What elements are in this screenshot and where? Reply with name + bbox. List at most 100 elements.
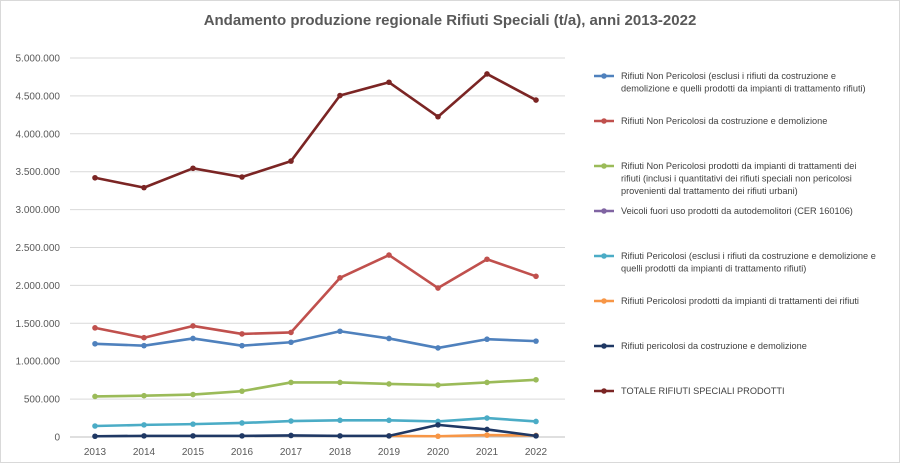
data-point [288,432,294,439]
x-tick-label: 2021 [476,447,499,458]
x-tick-label: 2020 [427,447,450,458]
x-tick-label: 2017 [280,447,303,458]
data-point [435,285,441,291]
legend-label: Veicoli fuori uso prodotti da autodemoli… [621,206,853,216]
data-point [288,329,294,336]
legend-label: Rifiuti pericolosi da costruzione e demo… [621,341,807,351]
data-point [288,158,294,164]
data-point [92,423,98,429]
legend-item: Rifiuti pericolosi da costruzione e demo… [594,341,807,351]
data-point [288,418,294,424]
data-point [190,433,196,439]
data-point [92,325,98,331]
data-point [533,418,539,425]
legend-swatch-marker [601,118,607,124]
legend-label: Rifiuti Non Pericolosi prodotti da impia… [621,161,856,171]
legend-label: provenienti dal trattamento dei rifiuti … [621,186,798,196]
data-point [141,433,147,439]
data-point [435,422,441,428]
y-tick-label: 2.000.000 [16,281,61,292]
legend-item: TOTALE RIFIUTI SPECIALI PRODOTTI [594,386,785,396]
data-point [533,97,539,103]
data-point [386,79,392,86]
legend-label: Rifiuti Pericolosi prodotti da impianti … [621,296,859,306]
data-point [337,328,343,335]
data-point [92,174,98,181]
data-point [141,422,147,428]
data-point [484,336,490,343]
series-line [93,423,538,438]
data-point [190,323,196,329]
data-point [386,433,392,439]
legend-label: demolizione e quelli prodotti da impiant… [621,84,866,94]
legend-label: Rifiuti Non Pericolosi da costruzione e … [621,116,827,126]
series-line [93,416,538,428]
legend-label: TOTALE RIFIUTI SPECIALI PRODOTTI [621,386,785,396]
data-point [337,433,343,439]
legend-label: rifiuti (inclusi i quantitativi dei rifi… [621,174,852,184]
series-7 [92,71,539,191]
data-point [484,71,490,77]
legend-swatch-marker [601,73,607,79]
data-point [484,432,490,438]
y-axis-labels: 0 500.000 1.000.000 1.500.000 2.000.000 2.500… [16,54,61,444]
data-point [141,334,147,341]
data-point [484,256,490,263]
data-point [190,421,196,427]
y-tick-label: 3.500.000 [16,167,61,178]
data-point [533,273,539,280]
data-point [141,392,147,399]
legend-item: Rifiuti Non Pericolosi (esclusi i rifiut… [594,71,866,94]
legend-item: Rifiuti Pericolosi prodotti da impianti … [594,296,859,306]
series-line [93,72,538,189]
legend-swatch-marker [601,253,607,259]
data-point [533,376,539,383]
data-point [484,426,490,433]
series-line [93,253,538,340]
data-point [386,417,392,424]
data-point [386,335,392,342]
chart-title: Andamento produzione regionale Rifiuti S… [204,12,697,29]
legend-swatch-marker [601,163,607,169]
data-point [92,433,98,440]
grid-lines [70,57,565,438]
series-0 [92,328,539,351]
data-point [190,391,196,398]
y-tick-label: 1.500.000 [16,319,61,330]
series-2 [92,376,539,400]
series-line [93,378,538,398]
legend-swatch-marker [601,343,607,349]
data-point [533,433,539,439]
data-point [288,339,294,346]
x-tick-label: 2018 [329,447,352,458]
legend-label: Rifiuti Pericolosi (esclusi i rifiuti da… [621,251,876,261]
x-tick-label: 2013 [84,447,107,458]
data-point [239,388,245,394]
data-point [239,433,245,439]
data-point [239,331,245,337]
x-tick-label: 2019 [378,447,401,458]
data-point [239,174,245,180]
data-point [92,340,98,347]
data-point [435,382,441,388]
legend-swatch-marker [601,208,607,214]
plot-area [92,71,539,440]
y-tick-label: 500.000 [24,395,61,406]
data-point [239,420,245,426]
legend: Rifiuti Non Pericolosi (esclusi i rifiut… [594,71,876,396]
x-tick-label: 2016 [231,447,254,458]
legend-item: Rifiuti Pericolosi (esclusi i rifiuti da… [594,251,876,274]
legend-item: Rifiuti Non Pericolosi prodotti da impia… [594,161,856,196]
data-point [239,342,245,349]
y-tick-label: 2.500.000 [16,243,61,254]
data-point [141,342,147,349]
data-point [337,379,343,386]
data-point [190,165,196,172]
data-point [386,252,392,258]
legend-item: Rifiuti Non Pericolosi da costruzione e … [594,116,827,126]
series-line [93,329,538,350]
legend-swatch-marker [601,298,607,304]
x-tick-label: 2015 [182,447,205,458]
series-6 [92,422,539,440]
